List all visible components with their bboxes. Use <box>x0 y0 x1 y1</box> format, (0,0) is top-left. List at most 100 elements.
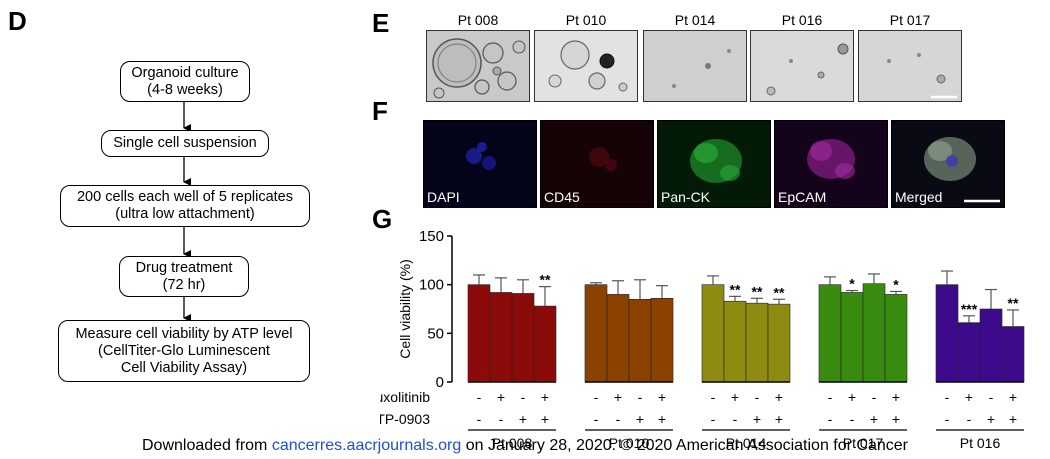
footer-link[interactable]: cancerres.aacrjournals.org <box>271 437 462 454</box>
bar <box>606 294 630 383</box>
fluorescence-label: EpCAM <box>778 189 827 205</box>
organoid-drawing <box>672 49 731 88</box>
bar <box>511 293 535 383</box>
tp0903-sign: + <box>775 411 783 427</box>
organoid-drawing <box>766 43 849 96</box>
download-footer: Downloaded from cancerres.aacrjournals.o… <box>0 437 1050 455</box>
flow-step-single-cell: Single cell suspension <box>101 130 269 157</box>
organoid-image-pt014 <box>643 30 747 102</box>
fluorescence-drawing <box>466 142 496 170</box>
group-label: Pt 010 <box>609 435 650 451</box>
organoid-image-pt010 <box>534 30 638 102</box>
bar <box>745 302 769 383</box>
bar <box>957 322 981 383</box>
bar <box>489 292 513 383</box>
organoid-drawing <box>887 53 957 99</box>
organoid-label-pt016: Pt 016 <box>781 12 823 28</box>
panel-letter-d: D <box>8 6 27 36</box>
bar <box>628 298 652 383</box>
row-label-ruxolitinib: Ruxolitinib <box>380 389 430 405</box>
footer-suffix: on January 28, 2020. © 2020 American Ass… <box>465 437 908 454</box>
ruxolitinib-sign: + <box>541 389 549 405</box>
y-tick-label: 0 <box>436 374 444 391</box>
significance-mark: ** <box>774 284 785 300</box>
bar <box>840 292 864 383</box>
ruxolitinib-sign: + <box>731 389 739 405</box>
flow-step-line: (4-8 weeks) <box>147 81 223 98</box>
tp0903-sign: - <box>828 411 833 427</box>
flow-step-line: 200 cells each well of 5 replicates <box>76 189 293 205</box>
bar <box>767 303 791 383</box>
flowchart-arrows <box>183 101 191 322</box>
bar <box>935 284 959 383</box>
organoid-label-pt017: Pt 017 <box>889 12 931 28</box>
tp0903-sign: - <box>477 411 482 427</box>
ruxolitinib-sign: + <box>775 389 783 405</box>
tp0903-sign: + <box>519 411 527 427</box>
flow-step-line: Cell Viability Assay) <box>120 359 248 376</box>
tp0903-sign: - <box>733 411 738 427</box>
row-label-tp0903: TP-0903 <box>380 411 430 427</box>
flow-step-line: (72 hr) <box>162 276 206 293</box>
tp0903-sign: - <box>945 411 950 427</box>
group-label: Pt 008 <box>492 435 533 451</box>
ruxolitinib-sign: + <box>965 389 973 405</box>
fluorescence-drawing <box>807 139 855 179</box>
significance-mark: ** <box>540 272 551 288</box>
fluorescence-label: Pan-CK <box>661 189 711 205</box>
organoid-drawing <box>432 38 526 99</box>
panel-letter-g: G <box>372 204 393 234</box>
bar <box>584 284 608 383</box>
ruxolitinib-sign: + <box>658 389 666 405</box>
bar <box>979 308 1003 383</box>
fluorescence-drawing <box>589 147 617 171</box>
ruxolitinib-sign: - <box>828 389 833 405</box>
ruxolitinib-sign: - <box>638 389 643 405</box>
group-label: Pt 016 <box>960 435 1001 451</box>
fluorescence-image-dapi: DAPI <box>423 120 537 208</box>
fluorescence-image-merged: Merged <box>891 120 1005 208</box>
significance-mark: * <box>893 276 899 292</box>
viability-bar-chart: 0 50 100 150 Cell viability (%) Ruxolitinib TP… <box>380 228 1025 451</box>
tp0903-sign: + <box>892 411 900 427</box>
y-tick-label: 150 <box>419 228 444 245</box>
flow-step-line: (CellTiter-Glo Luminescent <box>98 342 270 359</box>
ruxolitinib-sign: + <box>892 389 900 405</box>
flow-step-line: (ultra low attachment) <box>115 206 255 222</box>
flow-step-viability-assay: Measure cell viability by ATP level (Cel… <box>58 320 310 382</box>
tp0903-sign: + <box>1009 411 1017 427</box>
ruxolitinib-sign: + <box>497 389 505 405</box>
ruxolitinib-sign: - <box>477 389 482 405</box>
significance-mark: ** <box>1008 295 1019 311</box>
tp0903-sign: + <box>870 411 878 427</box>
panel-letter-e: E <box>372 8 390 38</box>
tp0903-sign: + <box>987 411 995 427</box>
bar <box>533 305 557 383</box>
bar <box>701 284 725 383</box>
tp0903-sign: - <box>967 411 972 427</box>
ruxolitinib-sign: - <box>872 389 877 405</box>
panel-letter-f: F <box>372 96 388 126</box>
fluorescence-drawing <box>690 139 742 183</box>
ruxolitinib-sign: - <box>755 389 760 405</box>
significance-mark: *** <box>961 301 978 317</box>
tp0903-sign: - <box>594 411 599 427</box>
footer-prefix: Downloaded from <box>141 437 268 454</box>
y-axis-label: Cell viability (%) <box>397 259 413 359</box>
flow-step-line: Single cell suspension <box>113 135 257 151</box>
flow-step-cell-seeding: 200 cells each well of 5 replicates (ult… <box>60 185 310 227</box>
bar <box>862 283 886 383</box>
ruxolitinib-sign: + <box>614 389 622 405</box>
bar <box>884 294 908 383</box>
bar <box>467 284 491 383</box>
flow-step-line: Measure cell viability by ATP level <box>75 325 293 342</box>
organoid-label-pt008: Pt 008 <box>457 12 499 28</box>
fluorescence-image-epcam: EpCAM <box>774 120 888 208</box>
tp0903-sign: + <box>753 411 761 427</box>
fluorescence-image-pan-ck: Pan-CK <box>657 120 771 208</box>
bar <box>1001 326 1025 383</box>
organoid-drawing <box>548 40 628 92</box>
ruxolitinib-sign: - <box>989 389 994 405</box>
y-tick-label: 100 <box>419 277 444 294</box>
flow-step-organoid-culture: Organoid culture (4-8 weeks) <box>120 61 250 102</box>
